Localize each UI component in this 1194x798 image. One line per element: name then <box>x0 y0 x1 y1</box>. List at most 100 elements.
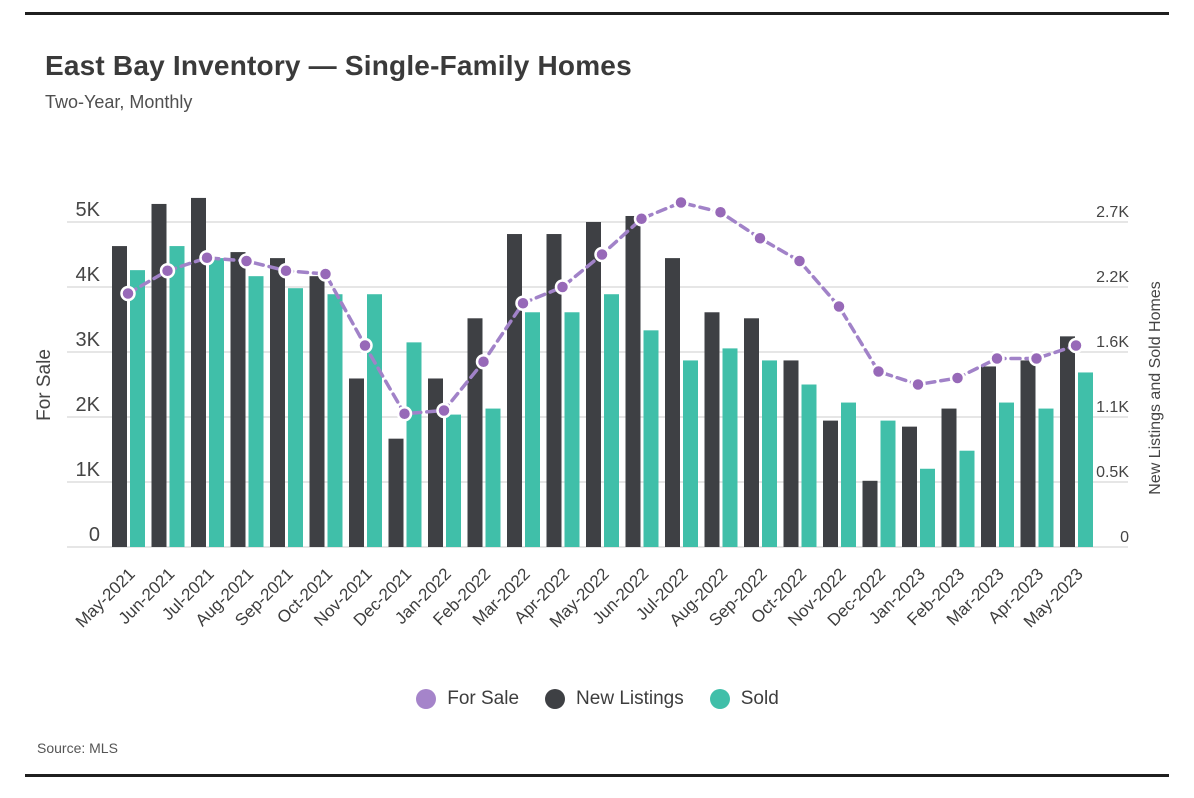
for-sale-point <box>278 263 294 279</box>
bar-sold <box>248 276 264 547</box>
bar-new-listings <box>230 252 246 547</box>
new-listings-swatch-icon <box>545 689 566 709</box>
bar-new-listings <box>783 360 799 547</box>
legend-item-sold: Sold <box>709 688 779 710</box>
for-sale-point <box>436 402 452 419</box>
for-sale-point <box>238 253 255 269</box>
bar-sold <box>999 402 1014 547</box>
bar-new-listings <box>388 438 404 547</box>
bar-new-listings <box>349 378 364 547</box>
right-axis-tick-label: 1.6K <box>1096 334 1129 351</box>
right-axis-tick-label: 2.7K <box>1096 204 1129 221</box>
for-sale-point <box>357 337 373 354</box>
right-axis-tick-label: 1.1K <box>1096 399 1129 416</box>
for-sale-point <box>199 250 215 266</box>
for-sale-swatch-icon <box>416 689 437 709</box>
for-sale-point <box>1028 350 1045 367</box>
bar-new-listings <box>467 318 483 547</box>
for-sale-point <box>752 230 768 246</box>
left-axis-title: For Sale <box>34 349 55 421</box>
left-axis-tick-label: 3K <box>76 329 101 351</box>
bottom-rule <box>25 774 1169 777</box>
bar-sold <box>367 294 382 547</box>
left-axis-tick-label: 2K <box>76 394 101 416</box>
bar-sold <box>327 294 343 547</box>
right-axis-tick-label: 0 <box>1120 529 1129 546</box>
legend-item-for-sale: For Sale <box>416 688 519 710</box>
bar-sold <box>130 270 145 547</box>
legend: For Sale New Listings Sold <box>100 688 1095 710</box>
sold-swatch-icon <box>709 689 730 709</box>
bar-new-listings <box>586 222 601 547</box>
left-axis-tick-label: 4K <box>76 264 101 286</box>
bar-new-listings <box>665 258 680 547</box>
for-sale-point <box>1068 337 1084 354</box>
left-axis-tick-label: 5K <box>76 199 101 221</box>
for-sale-point <box>120 285 136 302</box>
bar-new-listings <box>981 366 996 547</box>
bar-new-listings <box>191 197 206 548</box>
for-sale-point <box>673 194 689 211</box>
bar-sold <box>446 414 461 547</box>
bar-new-listings <box>270 258 285 547</box>
for-sale-point <box>870 363 887 380</box>
bar-sold <box>762 360 777 547</box>
for-sale-point <box>831 298 847 315</box>
bar-sold <box>564 312 580 547</box>
for-sale-point <box>396 406 413 422</box>
bar-new-listings <box>507 234 522 547</box>
bar-new-listings <box>902 426 917 547</box>
for-sale-point <box>910 376 926 393</box>
for-sale-point <box>949 370 966 386</box>
legend-item-new-listings: New Listings <box>545 688 684 710</box>
bar-sold <box>1078 372 1093 547</box>
for-sale-point <box>159 263 176 279</box>
bar-sold <box>841 402 856 547</box>
bar-sold <box>801 384 817 547</box>
bar-new-listings <box>941 408 957 547</box>
chart-title: East Bay Inventory — Single-Family Homes <box>45 50 632 81</box>
bar-sold <box>169 246 185 547</box>
bar-new-listings <box>704 312 720 547</box>
bar-new-listings <box>862 480 878 547</box>
bar-new-listings <box>823 420 838 547</box>
for-sale-point <box>791 253 808 269</box>
legend-label-sold: Sold <box>740 688 779 709</box>
for-sale-point <box>712 204 729 220</box>
bar-sold <box>604 294 619 547</box>
bar-sold <box>525 312 540 547</box>
bar-sold <box>920 468 935 547</box>
bar-new-listings <box>309 276 325 547</box>
for-sale-point <box>317 266 334 282</box>
left-axis-tick-label: 1K <box>76 459 101 481</box>
for-sale-point <box>989 350 1005 367</box>
for-sale-point <box>633 211 650 227</box>
legend-label-for-sale: For Sale <box>447 688 520 709</box>
bar-sold <box>722 348 738 547</box>
for-sale-point <box>515 295 531 311</box>
bar-sold <box>209 258 224 547</box>
bar-new-listings <box>1060 336 1075 547</box>
bar-new-listings <box>151 203 167 547</box>
bar-new-listings <box>625 215 641 547</box>
source-note: Source: MLS <box>37 740 118 756</box>
bar-sold <box>406 342 422 547</box>
bar-sold <box>959 450 975 547</box>
bar-sold <box>880 420 896 547</box>
bar-new-listings <box>428 378 443 547</box>
right-axis-tick-label: 0.5K <box>1096 464 1129 481</box>
for-sale-point <box>554 279 571 295</box>
right-axis-tick-label: 2.2K <box>1096 269 1129 286</box>
legend-label-new-listings: New Listings <box>576 688 684 709</box>
left-axis-tick-label: 0 <box>89 524 100 546</box>
bar-new-listings <box>112 246 127 547</box>
chart-subtitle: Two-Year, Monthly <box>45 92 193 112</box>
bar-sold <box>288 288 303 547</box>
bar-sold <box>485 408 501 547</box>
bar-sold <box>643 330 659 547</box>
bar-new-listings <box>546 234 562 547</box>
bar-sold <box>683 360 698 547</box>
top-rule <box>25 12 1169 15</box>
bar-new-listings <box>1020 360 1036 547</box>
bar-sold <box>1038 408 1054 547</box>
